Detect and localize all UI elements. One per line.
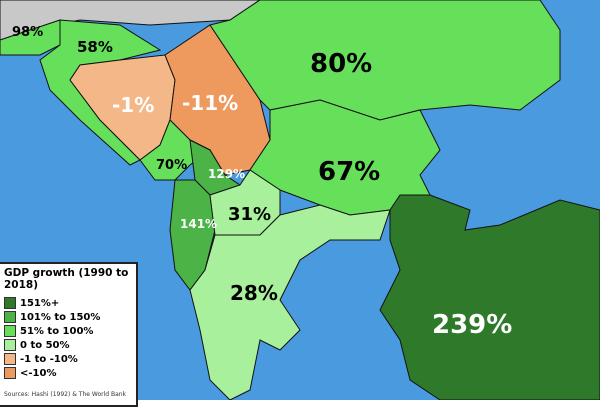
label-serbia: -11%: [182, 91, 238, 115]
legend-item: -1 to -10%: [4, 353, 136, 365]
legend-label: <-10%: [20, 367, 57, 379]
label-bosnia: -1%: [112, 93, 154, 117]
label-croatia: 58%: [77, 38, 113, 56]
legend-item: 0 to 50%: [4, 339, 136, 351]
legend-swatch: [4, 297, 16, 309]
legend-label: 51% to 100%: [20, 325, 94, 337]
label-kosovo: 129%: [208, 167, 245, 181]
legend-swatch: [4, 367, 16, 379]
legend-swatch: [4, 339, 16, 351]
legend-sources: Sources: Hashi (1992) & The World Bank: [4, 391, 127, 398]
region-turkey: [379, 194, 600, 400]
label-macedonia: 31%: [228, 204, 271, 225]
legend-label: 101% to 150%: [20, 311, 101, 323]
label-albania: 141%: [180, 217, 217, 231]
label-romania: 80%: [310, 49, 372, 79]
label-slovenia: 98%: [12, 25, 43, 40]
legend-label: 0 to 50%: [20, 339, 70, 351]
label-greece: 28%: [230, 281, 278, 305]
legend-item: 151%+: [4, 297, 136, 309]
label-bulgaria: 67%: [318, 157, 380, 187]
legend-swatch: [4, 325, 16, 337]
legend-swatch: [4, 311, 16, 323]
legend-swatch: [4, 353, 16, 365]
legend-item: <-10%: [4, 367, 136, 379]
label-turkey: 239%: [432, 310, 512, 340]
region-greece: [189, 204, 391, 400]
legend: GDP growth (1990 to 2018) 151%+ 101% to 1…: [0, 262, 138, 407]
legend-item: 101% to 150%: [4, 311, 136, 323]
label-montenegro: 70%: [156, 158, 187, 173]
legend-label: -1 to -10%: [20, 353, 78, 365]
region-romania: [209, 0, 561, 121]
legend-label: 151%+: [20, 297, 60, 309]
legend-title: GDP growth (1990 to 2018): [4, 267, 129, 291]
legend-item: 51% to 100%: [4, 325, 136, 337]
